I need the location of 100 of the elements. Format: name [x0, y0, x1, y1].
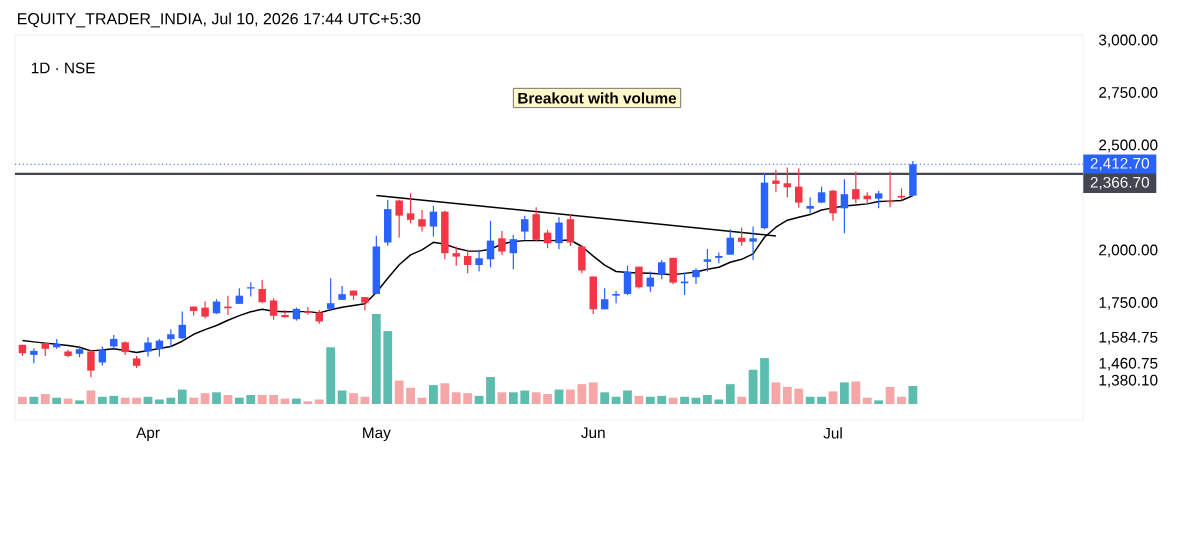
bar: [314, 399, 324, 404]
candlestick: [543, 229, 552, 249]
bar: [75, 400, 84, 404]
bar: [406, 387, 415, 404]
candlestick: [532, 206, 540, 243]
candlestick: [30, 347, 38, 364]
y-tick-label: 3,000.00: [1098, 34, 1158, 48]
candlestick: [578, 244, 586, 274]
bar: [303, 401, 313, 404]
bar: [97, 396, 107, 404]
bar: [40, 394, 50, 404]
bar: [451, 392, 461, 404]
bar: [200, 393, 210, 404]
text: 1D · NSE: [31, 62, 95, 74]
bar: [394, 380, 404, 404]
x-tick-label: Jul: [823, 427, 842, 439]
y-tick-label: 2,500.00: [1099, 139, 1158, 153]
candlestick: [429, 205, 438, 238]
bar: [805, 396, 815, 404]
bar: [588, 382, 598, 404]
bar: [782, 386, 792, 404]
bar: [177, 389, 187, 404]
candlestick: [612, 290, 620, 304]
candlestick: [737, 226, 746, 247]
candlestick: [795, 167, 803, 209]
candlestick: [886, 170, 894, 208]
y-tick-label: 2,750.00: [1099, 87, 1158, 100]
bar: [429, 385, 438, 404]
bar: [874, 400, 884, 404]
candlestick: [669, 257, 677, 285]
candlestick: [829, 189, 837, 222]
bar: [725, 384, 735, 404]
candlestick: [87, 349, 95, 378]
candlestick: [441, 210, 449, 260]
candlestick: [498, 230, 506, 256]
candlestick: [772, 169, 780, 193]
candlestick: [384, 199, 392, 247]
candlestick: [623, 265, 632, 296]
candlestick: [760, 172, 769, 230]
candlestick: [840, 178, 849, 234]
bar: [520, 390, 530, 404]
bar: [257, 394, 267, 404]
bar: [577, 384, 587, 404]
y-tick-label: 1,584.75: [1099, 331, 1158, 345]
bar: [771, 382, 781, 404]
bar: [817, 396, 826, 404]
bar: [486, 376, 495, 404]
bar: [440, 383, 450, 404]
bar: [189, 397, 199, 404]
candlestick: [749, 225, 757, 261]
bar: [668, 397, 678, 404]
bar: [680, 396, 689, 404]
bar: [246, 394, 256, 404]
ref-line-label: 2,412.70: [1090, 157, 1150, 171]
bar: [463, 393, 473, 404]
bar: [531, 392, 541, 404]
bar: [132, 397, 141, 404]
bar: [292, 398, 301, 404]
candlestick: [509, 234, 518, 270]
bar: [269, 394, 278, 404]
candlestick: [418, 209, 426, 233]
candlestick: [338, 285, 346, 301]
bar: [326, 347, 336, 404]
bar: [18, 396, 27, 404]
bar: [703, 394, 712, 404]
bar: [851, 381, 861, 404]
candlestick: [258, 279, 266, 304]
bar: [212, 392, 221, 404]
bar: [645, 396, 655, 404]
chart-title: EQUITY_TRADER_INDIA, Jul 10, 2026 17:44 UTC+5:30: [18, 12, 421, 28]
ref-line-label: 2,366.70: [1090, 176, 1150, 190]
candlestick: [521, 215, 529, 241]
x-tick-label: May: [363, 427, 391, 442]
candlestick: [395, 199, 403, 239]
candlestick: [463, 249, 472, 274]
candlestick: [406, 192, 415, 224]
bar: [543, 394, 552, 404]
y-tick-label: 1,750.00: [1099, 297, 1158, 310]
bar: [497, 392, 507, 404]
candlestick: [635, 266, 643, 290]
bar: [63, 398, 73, 404]
candlestick: [326, 277, 335, 312]
bar: [794, 388, 804, 404]
candlestick: [783, 166, 792, 199]
candlestick: [475, 249, 483, 273]
candlestick: [269, 297, 278, 321]
bar: [623, 390, 632, 404]
bar: [566, 389, 575, 404]
candlestick: [600, 287, 609, 310]
candlestick: [372, 235, 381, 295]
bar: [840, 382, 849, 404]
bar: [120, 397, 130, 404]
bar: [760, 358, 769, 404]
bar: [737, 396, 747, 404]
bar: [349, 393, 358, 404]
candlestick: [703, 248, 712, 273]
bar: [337, 390, 347, 404]
bar: [371, 313, 381, 404]
bar: [474, 395, 484, 404]
x-tick-label: Apr: [136, 427, 160, 442]
